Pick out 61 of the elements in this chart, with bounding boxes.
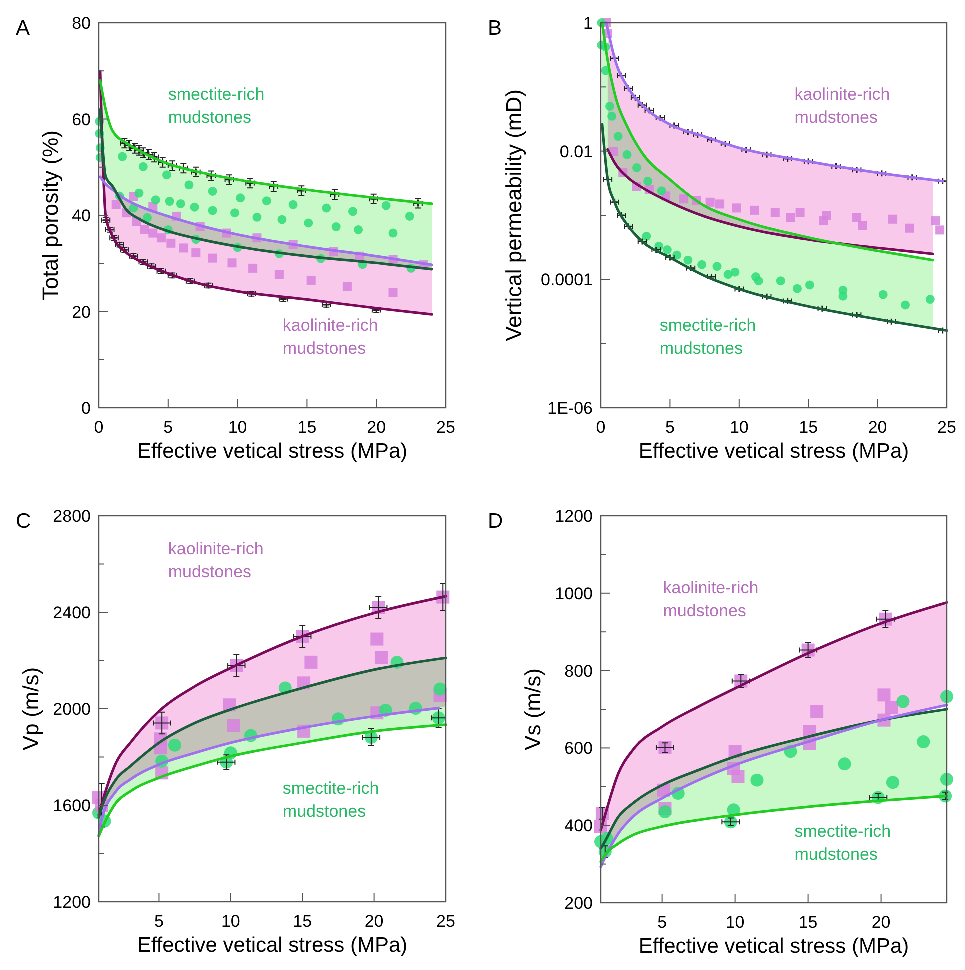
chart-title: C bbox=[16, 510, 32, 533]
x-tick-label: 10 bbox=[730, 418, 749, 437]
x-tick-label: 15 bbox=[293, 912, 312, 931]
x-axis-title: Effective vetical stress (MPa) bbox=[137, 934, 408, 957]
x-tick-label: 15 bbox=[798, 913, 818, 932]
series-label: kaolinite-rich mudstones bbox=[282, 316, 378, 358]
y-tick-label: 400 bbox=[564, 816, 593, 836]
text: smectite-rich mudstones bbox=[282, 778, 380, 821]
y-axis-title: Vp (m/s) bbox=[18, 667, 44, 751]
y-axis-title: Vs (m/s) bbox=[520, 668, 546, 750]
x-tick-label: 20 bbox=[364, 912, 384, 931]
y-tick-label: 2800 bbox=[53, 507, 91, 526]
y-tick-label: 20 bbox=[72, 302, 91, 322]
y-tick-label: 2400 bbox=[53, 604, 91, 622]
y-tick-label: 80 bbox=[72, 14, 91, 33]
y-tick-label: 800 bbox=[564, 662, 593, 681]
text: kaolinite-rich mudstones bbox=[168, 540, 264, 582]
x-tick-label: 25 bbox=[938, 418, 956, 437]
y-tick-label: 1E-06 bbox=[548, 399, 593, 418]
y-tick-label: 1 bbox=[584, 14, 593, 33]
x-axis-title: Effective vetical stress (MPa) bbox=[638, 440, 910, 463]
x-tick-label: 10 bbox=[221, 912, 240, 931]
chart-title: B bbox=[488, 17, 502, 40]
x-axis-title: Effective vetical stress (MPa) bbox=[137, 440, 408, 463]
y-tick-label: 2000 bbox=[53, 700, 91, 719]
y-tick-label: 600 bbox=[564, 739, 593, 758]
x-tick-label: 15 bbox=[799, 418, 818, 437]
y-tick-label: 1000 bbox=[555, 584, 593, 604]
x-tick-label: 0 bbox=[94, 418, 104, 437]
x-tick-label: 5 bbox=[154, 912, 164, 931]
y-axis-title: Vertical permeability (mD) bbox=[501, 90, 526, 342]
chart-title: A bbox=[16, 17, 30, 40]
y-tick-label: 0.0001 bbox=[541, 270, 593, 290]
y-tick-label: 0 bbox=[82, 399, 91, 418]
series-label: smectite-rich mudstones bbox=[794, 822, 892, 864]
y-tick-label: 40 bbox=[72, 206, 91, 226]
x-tick-label: 15 bbox=[298, 418, 317, 437]
x-tick-label: 20 bbox=[367, 418, 386, 437]
x-tick-label: 5 bbox=[164, 418, 174, 437]
x-tick-label: 20 bbox=[868, 418, 888, 437]
x-tick-label: 25 bbox=[436, 418, 456, 437]
y-tick-label: 1200 bbox=[53, 893, 91, 912]
text: kaolinite-rich mudstones bbox=[663, 578, 759, 620]
x-axis-title: Effective vetical stress (MPa) bbox=[638, 935, 910, 958]
x-tick-label: 5 bbox=[665, 418, 675, 437]
x-tick-label: 25 bbox=[436, 912, 456, 931]
y-axis-title: Total porosity (%) bbox=[38, 130, 63, 300]
y-tick-label: 200 bbox=[564, 894, 593, 913]
x-tick-label: 20 bbox=[872, 913, 891, 932]
x-tick-label: 5 bbox=[658, 913, 668, 932]
series-label: smectite-rich mudstones bbox=[660, 316, 756, 358]
text: kaolinite-rich mudstones bbox=[794, 85, 890, 127]
y-tick-label: 0.01 bbox=[560, 142, 593, 162]
x-tick-label: 10 bbox=[228, 418, 248, 437]
text: smectite-rich mudstones bbox=[168, 85, 265, 127]
y-tick-label: 60 bbox=[72, 110, 91, 130]
y-tick-label: 1600 bbox=[53, 796, 91, 816]
chart-title: D bbox=[488, 510, 504, 533]
y-tick-label: 1200 bbox=[555, 507, 593, 526]
x-tick-label: 10 bbox=[726, 913, 745, 932]
x-tick-label: 0 bbox=[596, 418, 606, 437]
